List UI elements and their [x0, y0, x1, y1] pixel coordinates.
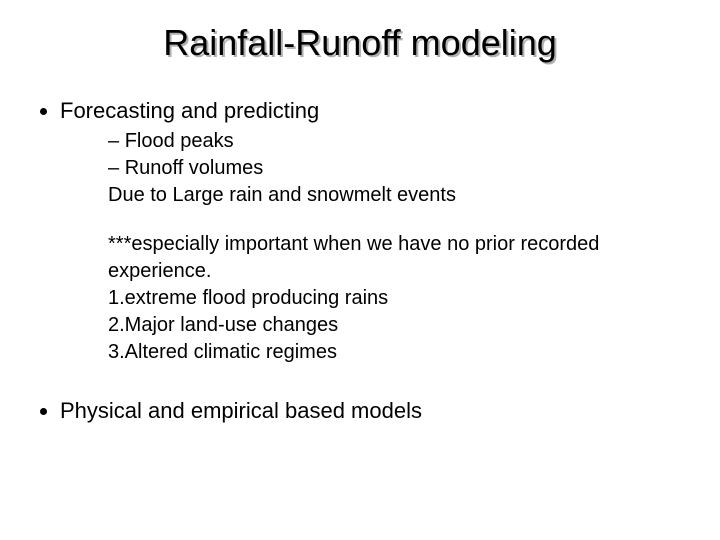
sub-item-climatic: 3.Altered climatic regimes	[108, 339, 682, 366]
sub-item-land-use: 2.Major land-use changes	[108, 312, 682, 339]
bullet-text: Physical and empirical based models	[60, 398, 422, 423]
sub-item-flood-peaks: Flood peaks	[108, 128, 682, 155]
sub-item-runoff-volumes: Runoff volumes	[108, 155, 682, 182]
sub-list: Flood peaks Runoff volumes Due to Large …	[108, 128, 682, 366]
sub-item-extreme-flood: 1.extreme flood producing rains	[108, 285, 682, 312]
bullet-text: Forecasting and predicting	[60, 98, 319, 123]
slide-title-container: Rainfall-Runoff modeling Rainfall-Runoff…	[0, 22, 720, 64]
sub-item-important-note: ***especially important when we have no …	[108, 231, 682, 285]
spacer	[38, 370, 682, 396]
slide-title: Rainfall-Runoff modeling	[0, 22, 720, 64]
bullet-item-2: Physical and empirical based models	[60, 396, 682, 426]
spacer	[108, 209, 682, 231]
bullet-list-2: Physical and empirical based models	[38, 396, 682, 426]
slide-body: Forecasting and predicting Flood peaks R…	[38, 96, 682, 429]
sub-item-due-to: Due to Large rain and snowmelt events	[108, 182, 682, 209]
slide: Rainfall-Runoff modeling Rainfall-Runoff…	[0, 0, 720, 540]
bullet-list: Forecasting and predicting Flood peaks R…	[38, 96, 682, 366]
bullet-item-1: Forecasting and predicting Flood peaks R…	[60, 96, 682, 366]
